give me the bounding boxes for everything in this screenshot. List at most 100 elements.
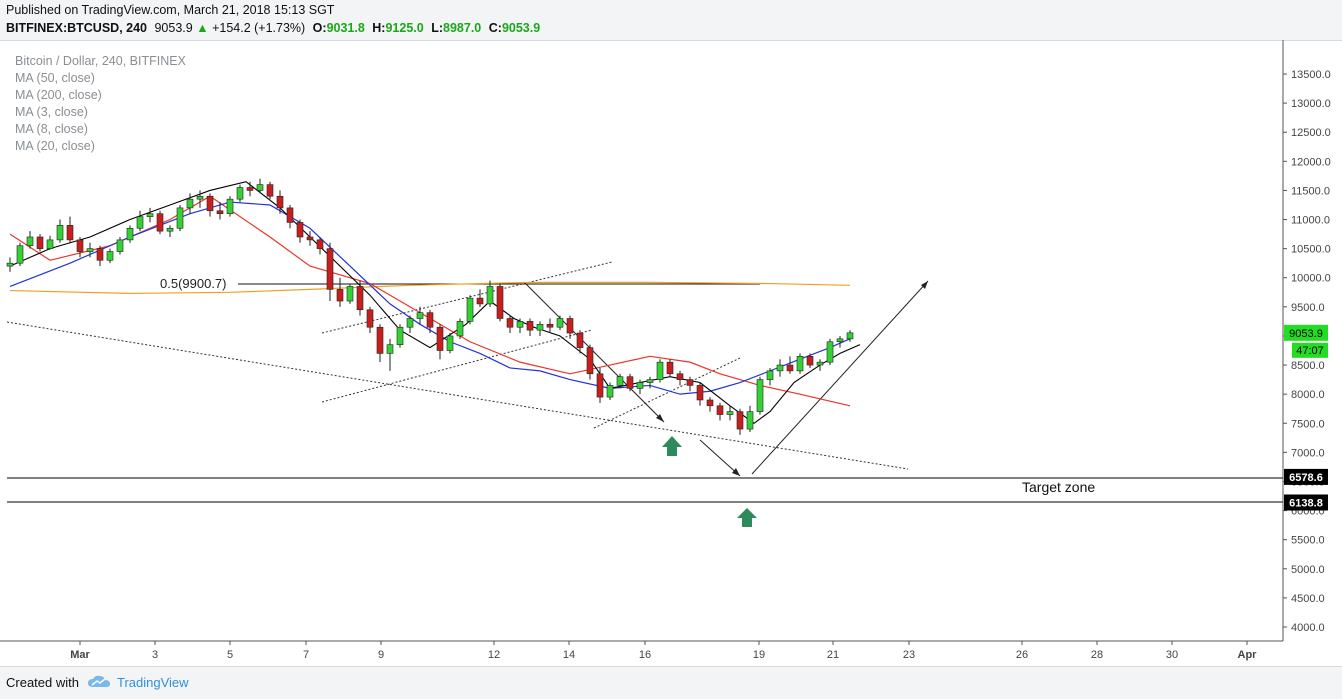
open-value: 9031.8 (326, 21, 365, 35)
candle (36, 236, 44, 249)
candle (586, 347, 594, 375)
short-dotted-trendline (593, 357, 741, 429)
candle (816, 361, 824, 366)
green-up-arrow-icon (662, 436, 682, 456)
x-tick-label: 23 (903, 649, 915, 661)
candle (646, 379, 654, 383)
last-price-tag (1284, 324, 1328, 341)
candle (16, 245, 24, 264)
y-tick-label: 4500.0 (1291, 593, 1325, 605)
y-tick-label: 7000.0 (1291, 447, 1325, 459)
candle (66, 225, 74, 241)
candle (806, 356, 814, 366)
down-arrow-line (524, 282, 665, 423)
candle (276, 195, 284, 209)
x-tick-label: Mar (70, 649, 90, 661)
close-value: 9053.9 (501, 21, 541, 35)
candle (726, 411, 734, 415)
x-tick-label: 14 (563, 649, 575, 661)
chart-area[interactable] (0, 40, 1342, 667)
candle (236, 187, 244, 200)
candle (506, 318, 514, 328)
candle (256, 184, 264, 191)
candle (156, 213, 164, 232)
candle (166, 227, 174, 232)
candle (426, 312, 434, 328)
tradingview-brand-link[interactable]: TradingView (116, 675, 189, 690)
candle (826, 341, 834, 363)
x-tick-label: 7 (303, 649, 309, 661)
candle (546, 324, 554, 328)
y-tick-label: 11000.0 (1291, 215, 1330, 227)
legend-ma200: MA (200, close) (15, 88, 102, 102)
y-tick-label: 7500.0 (1291, 418, 1325, 430)
candle (756, 379, 764, 412)
candle (366, 309, 374, 328)
candle (266, 184, 274, 197)
tradingview-logo-icon (87, 674, 111, 691)
x-tick-label: 26 (1016, 649, 1028, 661)
candle (326, 248, 334, 290)
x-tick-label: 3 (152, 649, 158, 661)
candle (566, 318, 574, 334)
candle (286, 207, 294, 223)
legend-ma8: MA (8, close) (15, 122, 88, 136)
footer: Created with TradingView (6, 674, 189, 691)
arrowhead-icon (656, 414, 664, 422)
candle (96, 248, 104, 261)
candle (346, 286, 354, 302)
candle (706, 399, 714, 407)
low-value: 8987.0 (443, 21, 482, 35)
y-tick-label: 12500.0 (1291, 127, 1331, 139)
x-tick-label: 21 (827, 649, 839, 661)
ma20-line (9, 201, 851, 395)
candle (56, 225, 64, 241)
candle (246, 187, 254, 191)
ma200-line (9, 281, 851, 295)
candle (686, 379, 694, 386)
candle (296, 222, 304, 238)
change: +154.2 (+1.73%) (212, 21, 306, 35)
candle (576, 332, 584, 348)
candle (226, 198, 234, 215)
y-tick-label: 8500.0 (1291, 360, 1325, 372)
candle (146, 213, 154, 217)
candle (626, 376, 634, 389)
legend-title: Bitcoin / Dollar, 240, BITFINEX (15, 54, 186, 68)
candle (46, 239, 54, 249)
candle (416, 312, 424, 319)
candle (176, 207, 184, 229)
candle (406, 318, 414, 328)
candle (786, 364, 794, 372)
candle (536, 324, 544, 331)
candle (6, 262, 14, 267)
channel-dotted-trendline (321, 329, 593, 403)
candle (396, 326, 404, 345)
high-label: H: (372, 21, 386, 35)
candle (636, 382, 644, 389)
symbol: BITFINEX:BTCUSD, 240 (6, 21, 147, 35)
candle (206, 195, 214, 212)
countdown-tag (1292, 342, 1328, 358)
candle (436, 326, 444, 351)
y-tick-label: 13500.0 (1291, 69, 1331, 81)
arrowhead-icon (921, 281, 928, 289)
countdown-tag-label: 47:07 (1296, 345, 1324, 357)
legend-ma3: MA (3, close) (15, 105, 88, 119)
candle (216, 210, 224, 215)
candle (846, 332, 854, 340)
y-tick-label: 12000.0 (1291, 156, 1331, 168)
ma50-line (9, 195, 851, 407)
y-tick-label: 4000.0 (1291, 622, 1325, 634)
candle (356, 286, 364, 311)
candle (186, 198, 194, 209)
up-arrow-icon: ▲ (196, 21, 209, 35)
candle (516, 321, 524, 328)
legend-ma20: MA (20, close) (15, 139, 95, 153)
candle (306, 236, 314, 241)
lower-dotted-trendline (6, 321, 909, 470)
candle (526, 321, 534, 331)
candle (116, 239, 124, 252)
up-arrow-line (751, 280, 929, 475)
